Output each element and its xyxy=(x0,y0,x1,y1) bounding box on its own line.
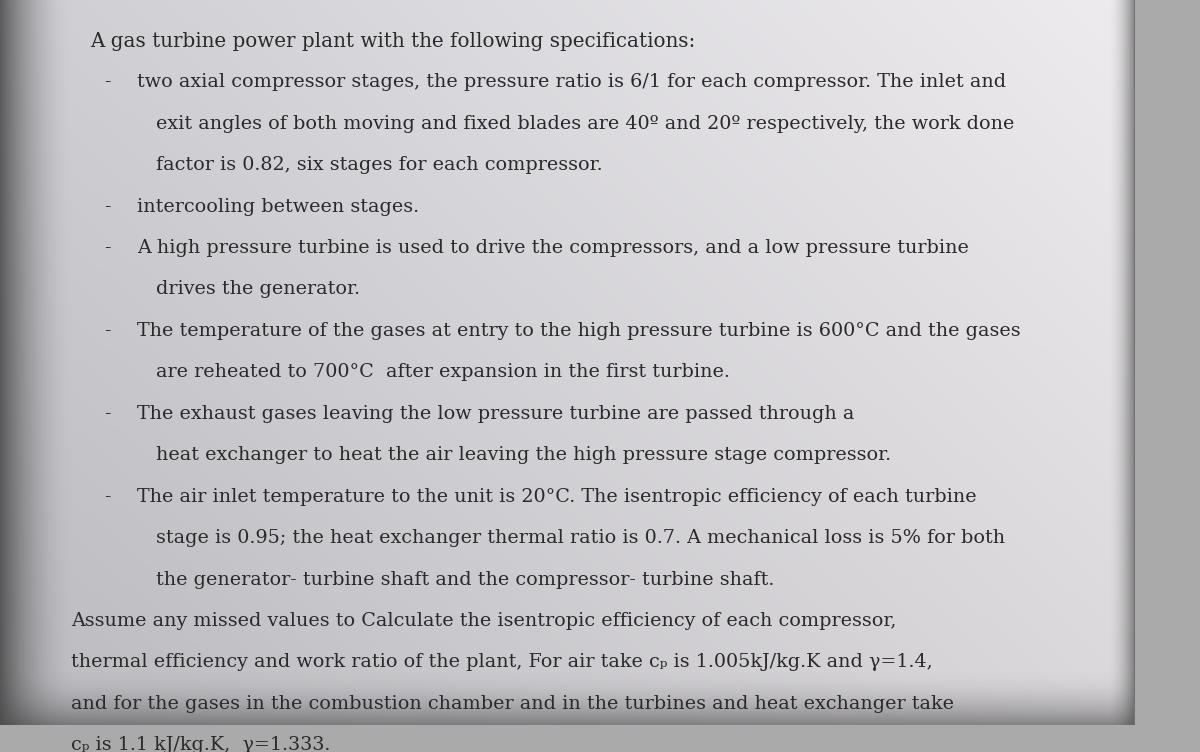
Text: The temperature of the gases at entry to the high pressure turbine is 600°C and : The temperature of the gases at entry to… xyxy=(137,322,1021,340)
Text: -: - xyxy=(104,487,110,505)
Text: -: - xyxy=(104,239,110,257)
Text: intercooling between stages.: intercooling between stages. xyxy=(137,198,419,216)
Text: heat exchanger to heat the air leaving the high pressure stage compressor.: heat exchanger to heat the air leaving t… xyxy=(156,446,892,464)
Text: two axial compressor stages, the pressure ratio is 6/1 for each compressor. The : two axial compressor stages, the pressur… xyxy=(137,73,1006,91)
Text: The exhaust gases leaving the low pressure turbine are passed through a: The exhaust gases leaving the low pressu… xyxy=(137,405,854,423)
Text: drives the generator.: drives the generator. xyxy=(156,280,360,299)
Text: cₚ is 1.1 kJ/kg.K,  γ=1.333.: cₚ is 1.1 kJ/kg.K, γ=1.333. xyxy=(71,736,330,752)
Text: -: - xyxy=(104,198,110,216)
Text: thermal efficiency and work ratio of the plant, For air take cₚ is 1.005kJ/kg.K : thermal efficiency and work ratio of the… xyxy=(71,653,932,672)
Text: and for the gases in the combustion chamber and in the turbines and heat exchang: and for the gases in the combustion cham… xyxy=(71,695,954,713)
Text: Assume any missed values to Calculate the isentropic efficiency of each compress: Assume any missed values to Calculate th… xyxy=(71,612,896,630)
Text: A high pressure turbine is used to drive the compressors, and a low pressure tur: A high pressure turbine is used to drive… xyxy=(137,239,968,257)
Text: the generator- turbine shaft and the compressor- turbine shaft.: the generator- turbine shaft and the com… xyxy=(156,571,774,589)
Text: exit angles of both moving and fixed blades are 40º and 20º respectively, the wo: exit angles of both moving and fixed bla… xyxy=(156,115,1014,132)
Text: are reheated to 700°C  after expansion in the first turbine.: are reheated to 700°C after expansion in… xyxy=(156,363,730,381)
Text: The air inlet temperature to the unit is 20°C. The isentropic efficiency of each: The air inlet temperature to the unit is… xyxy=(137,487,977,505)
Text: -: - xyxy=(104,405,110,423)
Text: A gas turbine power plant with the following specifications:: A gas turbine power plant with the follo… xyxy=(90,32,695,51)
Text: factor is 0.82, six stages for each compressor.: factor is 0.82, six stages for each comp… xyxy=(156,156,602,174)
Text: -: - xyxy=(104,73,110,91)
Text: -: - xyxy=(104,322,110,340)
Text: stage is 0.95; the heat exchanger thermal ratio is 0.7. A mechanical loss is 5% : stage is 0.95; the heat exchanger therma… xyxy=(156,529,1006,547)
